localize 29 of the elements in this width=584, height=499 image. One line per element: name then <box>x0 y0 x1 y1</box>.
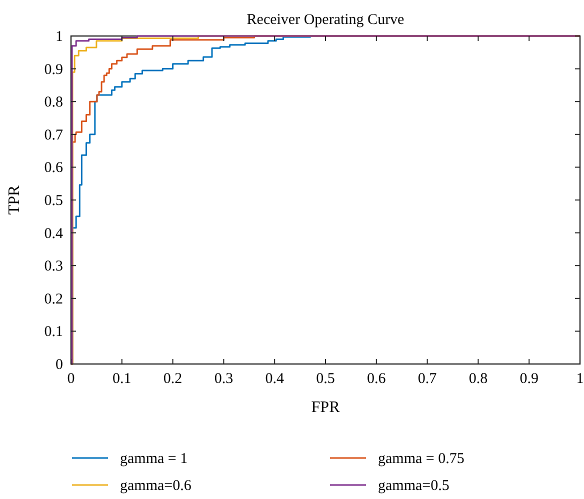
y-tick-label: 0.3 <box>44 258 63 275</box>
y-axis-title: TPR <box>6 185 23 215</box>
y-tick-label: 0.7 <box>44 127 64 144</box>
legend-label: gamma=0.6 <box>120 478 192 494</box>
y-tick-label: 0.6 <box>44 160 64 176</box>
y-tick-label: 0.9 <box>44 62 63 78</box>
y-tick-label: 0.2 <box>44 291 63 308</box>
chart-title: Receiver Operating Curve <box>246 12 405 28</box>
y-tick-label: 0.5 <box>44 193 63 209</box>
x-tick-label: 0.6 <box>367 371 386 387</box>
x-tick-label: 0.8 <box>468 371 488 387</box>
x-tick-label: 0.1 <box>112 371 132 387</box>
x-tick-label: 0.2 <box>163 371 182 387</box>
x-axis-title: FPR <box>311 399 340 416</box>
x-tick-label: 0 <box>67 371 75 387</box>
x-tick-label: 0.4 <box>265 371 284 387</box>
y-tick-label: 0.1 <box>44 324 63 340</box>
y-tick-label: 1 <box>56 29 63 45</box>
legend-label: gamma = 0.75 <box>378 451 464 467</box>
x-tick-label: 1 <box>576 371 584 387</box>
x-tick-label: 0.5 <box>316 371 335 387</box>
y-tick-label: 0.4 <box>44 226 64 242</box>
x-tick-label: 0.3 <box>214 371 234 387</box>
legend-label: gamma = 1 <box>120 451 188 467</box>
x-tick-label: 0.9 <box>520 371 538 387</box>
x-tick-label: 0.7 <box>418 371 438 387</box>
y-tick-label: 0.8 <box>44 94 63 111</box>
legend-label: gamma=0.5 <box>378 478 450 494</box>
y-tick-label: 0 <box>56 357 63 373</box>
